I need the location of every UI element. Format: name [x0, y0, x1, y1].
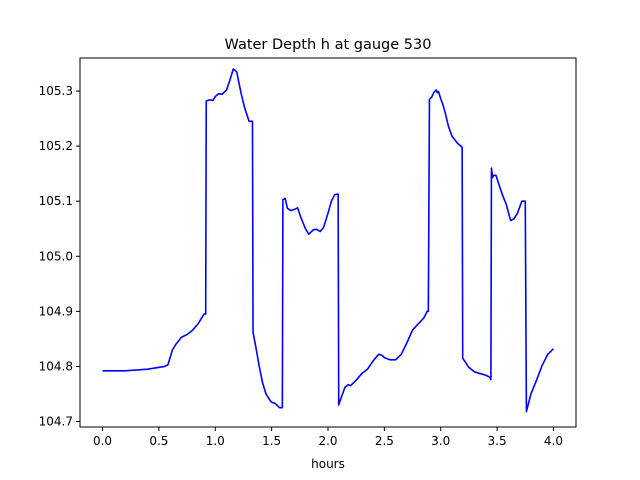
x-tick-label: 1.5	[262, 434, 281, 448]
x-tick-label: 0.5	[149, 434, 168, 448]
x-axis-label: hours	[311, 457, 345, 471]
y-tick-label: 105.3	[39, 84, 73, 98]
x-tick-label: 3.0	[431, 434, 450, 448]
series-line	[102, 68, 555, 413]
y-tick-label: 105.0	[39, 249, 73, 263]
x-tick-label: 4.0	[544, 434, 563, 448]
x-tick-label: 2.0	[318, 434, 337, 448]
x-tick-label: 0.0	[93, 434, 112, 448]
y-tick-label: 105.2	[39, 139, 73, 153]
series-layer	[102, 68, 555, 413]
x-tick-label: 1.0	[206, 434, 225, 448]
y-axis: 104.7 104.8 104.9 105.0 105.1 105.2 105.3	[39, 84, 80, 428]
chart-title: Water Depth h at gauge 530	[225, 37, 432, 53]
x-tick-label: 2.5	[375, 434, 394, 448]
y-tick-label: 104.9	[39, 304, 73, 318]
y-tick-label: 105.1	[39, 194, 73, 208]
y-tick-label: 104.8	[39, 359, 73, 373]
x-axis: 0.0 0.5 1.0 1.5 2.0 2.5 3.0 3.5 4.0	[93, 427, 563, 448]
x-tick-label: 3.5	[488, 434, 507, 448]
y-tick-label: 104.7	[39, 414, 73, 428]
